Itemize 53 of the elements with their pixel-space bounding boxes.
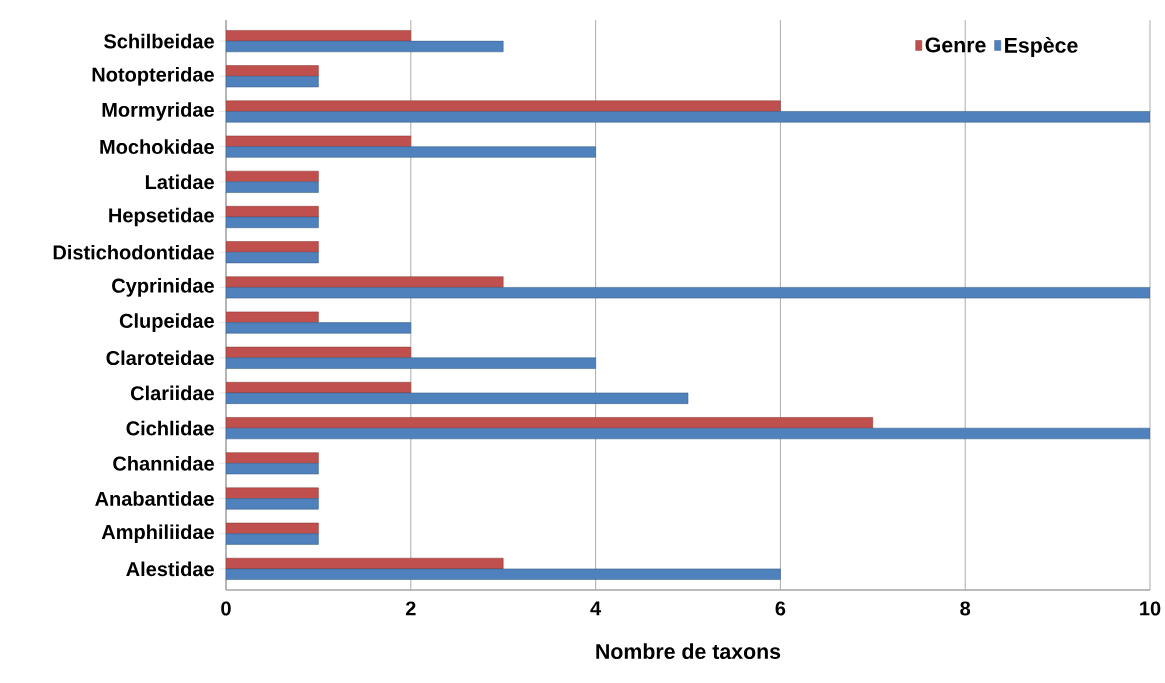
y-tick-label: Clupeidae: [119, 313, 214, 332]
y-tick-label: Notopteridae: [92, 66, 214, 86]
bar: [226, 357, 596, 369]
bar: [226, 76, 319, 88]
x-axis-title: Nombre de taxons: [596, 643, 781, 660]
y-tick-label: Anabantidae: [95, 491, 214, 506]
bar: [226, 100, 781, 112]
bar: [226, 40, 504, 53]
bar: [226, 135, 412, 147]
y-tick-label: Cyprinidae: [112, 278, 214, 297]
y-tick-label: Channidae: [113, 455, 214, 471]
bar: [226, 170, 319, 183]
bar: [226, 346, 412, 359]
bar: [226, 392, 689, 404]
bar: [226, 487, 319, 499]
bar: [226, 65, 319, 77]
bar: [226, 181, 319, 193]
bar: [226, 463, 319, 475]
bar: [226, 146, 596, 158]
bar: [226, 568, 781, 580]
y-tick-label: Clariidae: [130, 385, 214, 401]
x-tick-label: 4: [590, 601, 602, 616]
bar: [226, 287, 1150, 299]
y-tick-label: Claroteidae: [106, 350, 214, 366]
legend-label: Espèce: [1005, 37, 1078, 58]
x-tick-label: 0: [221, 601, 231, 616]
bar: [226, 322, 412, 334]
y-tick-label: Amphiliidae: [101, 524, 214, 544]
x-tick-label: 10: [1140, 601, 1161, 616]
bar: [226, 498, 319, 510]
legend-label: Genre: [925, 37, 986, 53]
y-tick-label: Hepsetidae: [109, 207, 214, 227]
y-tick-label: Mochokidae: [100, 139, 214, 154]
x-tick-label: 8: [960, 601, 971, 616]
x-tick-label: 6: [775, 601, 786, 616]
y-tick-label: Mormyridae: [102, 102, 214, 121]
bar: [226, 206, 319, 218]
y-tick-label: Cichlidae: [126, 420, 214, 436]
y-tick-label: Latidae: [145, 174, 214, 190]
bar: [226, 311, 319, 323]
y-tick-label: Distichodontidae: [53, 244, 214, 260]
bar: [226, 427, 1150, 440]
y-tick-label: Schilbeidae: [104, 33, 214, 49]
bar: [226, 533, 319, 545]
bar: [226, 251, 319, 264]
y-tick-label: Alestidae: [126, 561, 214, 577]
bar: [226, 241, 319, 253]
x-tick-label: 2: [405, 601, 416, 616]
bar: [226, 216, 319, 228]
bar: [226, 522, 319, 534]
bar: [226, 276, 504, 288]
bar: [226, 111, 1150, 123]
bar: [226, 452, 319, 464]
